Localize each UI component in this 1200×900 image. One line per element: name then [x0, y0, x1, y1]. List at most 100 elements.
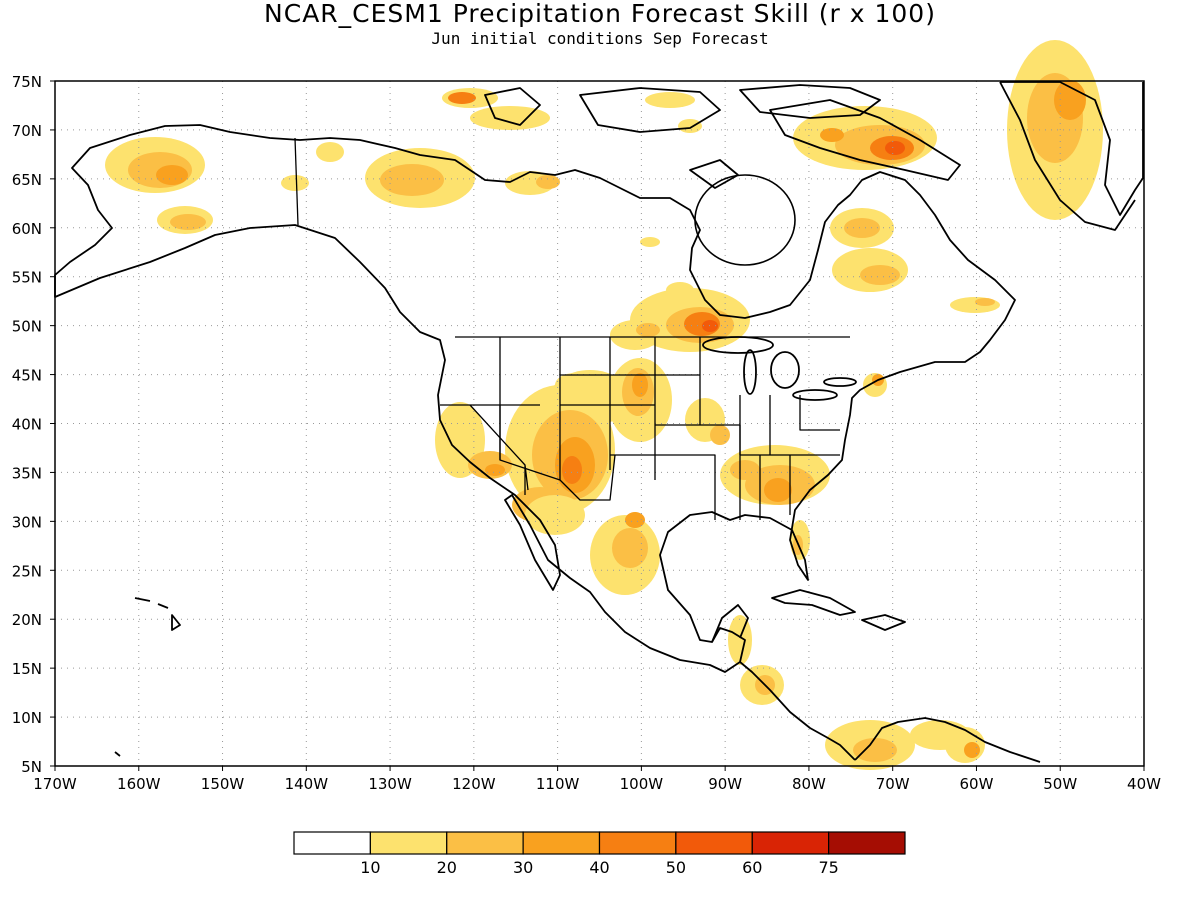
skill-contour	[853, 738, 897, 762]
skill-contour	[562, 456, 582, 484]
lon-label: 130W	[368, 775, 412, 793]
colorbar-swatch	[522, 831, 601, 855]
colorbar-swatch	[751, 831, 830, 855]
skill-contour	[636, 323, 660, 337]
colorbar-swatch	[598, 831, 677, 855]
lon-label: 50W	[1043, 775, 1077, 793]
colorbar-label: 50	[666, 858, 686, 877]
skill-contour	[632, 373, 648, 397]
baffin-island-coastline	[769, 99, 961, 181]
south-america-coastline	[854, 717, 1041, 763]
lon-label: 150W	[201, 775, 245, 793]
graticule	[55, 81, 1144, 766]
lon-label: 90W	[708, 775, 742, 793]
political-borders	[294, 137, 850, 520]
colorbar-label: 30	[513, 858, 533, 877]
greenland-west-coast	[999, 81, 1136, 231]
lat-label: 65N	[12, 171, 42, 189]
victoria-island-coastline	[579, 87, 721, 133]
skill-contour	[860, 265, 900, 285]
skill-contour	[945, 727, 985, 763]
hawaii-islands	[114, 597, 181, 757]
lat-label: 5N	[21, 758, 42, 776]
skill-contour	[844, 218, 880, 238]
lon-label: 160W	[117, 775, 161, 793]
lat-label: 50N	[12, 318, 42, 336]
skill-contour	[640, 237, 660, 247]
colorbar-swatch	[446, 831, 524, 855]
skill-contour	[170, 214, 206, 230]
skill-contour	[885, 141, 905, 155]
lon-label: 70W	[876, 775, 910, 793]
skill-contour	[485, 464, 505, 476]
lat-label: 75N	[12, 73, 42, 91]
banks-island-coastline	[484, 87, 541, 126]
lake-huron	[770, 351, 800, 389]
lon-label: 170W	[33, 775, 77, 793]
skill-contour	[380, 164, 444, 196]
skill-shading	[105, 40, 1103, 770]
lon-label: 100W	[620, 775, 664, 793]
lat-label: 15N	[12, 660, 42, 678]
greenland-coastline	[1000, 81, 1144, 216]
lat-label: 30N	[12, 513, 42, 531]
hispaniola-coastline	[861, 614, 906, 631]
colorbar-label: 10	[360, 858, 380, 877]
ellesmere-island-coastline	[739, 84, 881, 119]
lake-michigan	[743, 349, 757, 395]
map-subtitle: Jun initial conditions Sep Forecast	[431, 29, 769, 48]
lat-label: 40N	[12, 416, 42, 434]
southampton-island-coastline	[689, 159, 739, 189]
colorbar-label: 75	[818, 858, 838, 877]
skill-contour	[975, 298, 995, 306]
colorbar-label: 60	[742, 858, 762, 877]
lake-ontario	[823, 377, 857, 387]
skill-contour	[710, 425, 730, 445]
skill-contour	[536, 175, 560, 189]
skill-contour	[666, 282, 694, 298]
skill-contour	[625, 512, 645, 528]
lat-label: 60N	[12, 220, 42, 238]
cuba-coastline	[771, 589, 856, 616]
skill-contour	[730, 460, 760, 480]
hudson-bay	[694, 174, 796, 266]
skill-contour	[470, 106, 550, 130]
lat-label: 70N	[12, 122, 42, 140]
colorbar-label: 40	[589, 858, 609, 877]
skill-contour	[1054, 80, 1086, 120]
skill-contour	[728, 615, 752, 665]
central-america-coastline	[739, 661, 856, 761]
colorbar-label: 20	[437, 858, 457, 877]
skill-contour	[316, 142, 344, 162]
skill-contour	[612, 528, 648, 568]
skill-contour	[281, 175, 309, 191]
lat-label: 45N	[12, 367, 42, 385]
colorbar-swatch	[369, 831, 448, 855]
lon-label: 140W	[285, 775, 329, 793]
coastlines	[54, 81, 1144, 763]
lon-label: 60W	[960, 775, 994, 793]
lake-erie	[792, 389, 838, 401]
skill-contour	[156, 165, 188, 185]
lat-label: 35N	[12, 464, 42, 482]
lat-label: 25N	[12, 562, 42, 580]
skill-contour	[645, 92, 695, 108]
skill-contour	[525, 495, 585, 535]
skill-contour	[820, 128, 844, 142]
colorbar-swatch	[828, 831, 906, 855]
colorbar-swatch	[675, 831, 753, 855]
lon-label: 40W	[1127, 775, 1161, 793]
map-title: NCAR_CESM1 Precipitation Forecast Skill …	[264, 0, 936, 28]
lat-label: 55N	[12, 269, 42, 287]
colorbar-legend: 10 20 30 40 50 60 75	[293, 831, 906, 877]
skill-contour	[964, 742, 980, 758]
lat-label: 20N	[12, 611, 42, 629]
lat-label: 10N	[12, 709, 42, 727]
colorbar-swatch	[293, 831, 371, 855]
north-america-coastline	[54, 124, 1016, 673]
skill-contour	[764, 478, 792, 502]
skill-contour	[448, 92, 476, 104]
skill-contour	[678, 119, 702, 133]
lon-label: 110W	[536, 775, 580, 793]
